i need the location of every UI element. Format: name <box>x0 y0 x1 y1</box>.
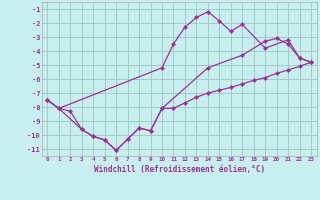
X-axis label: Windchill (Refroidissement éolien,°C): Windchill (Refroidissement éolien,°C) <box>94 165 265 174</box>
